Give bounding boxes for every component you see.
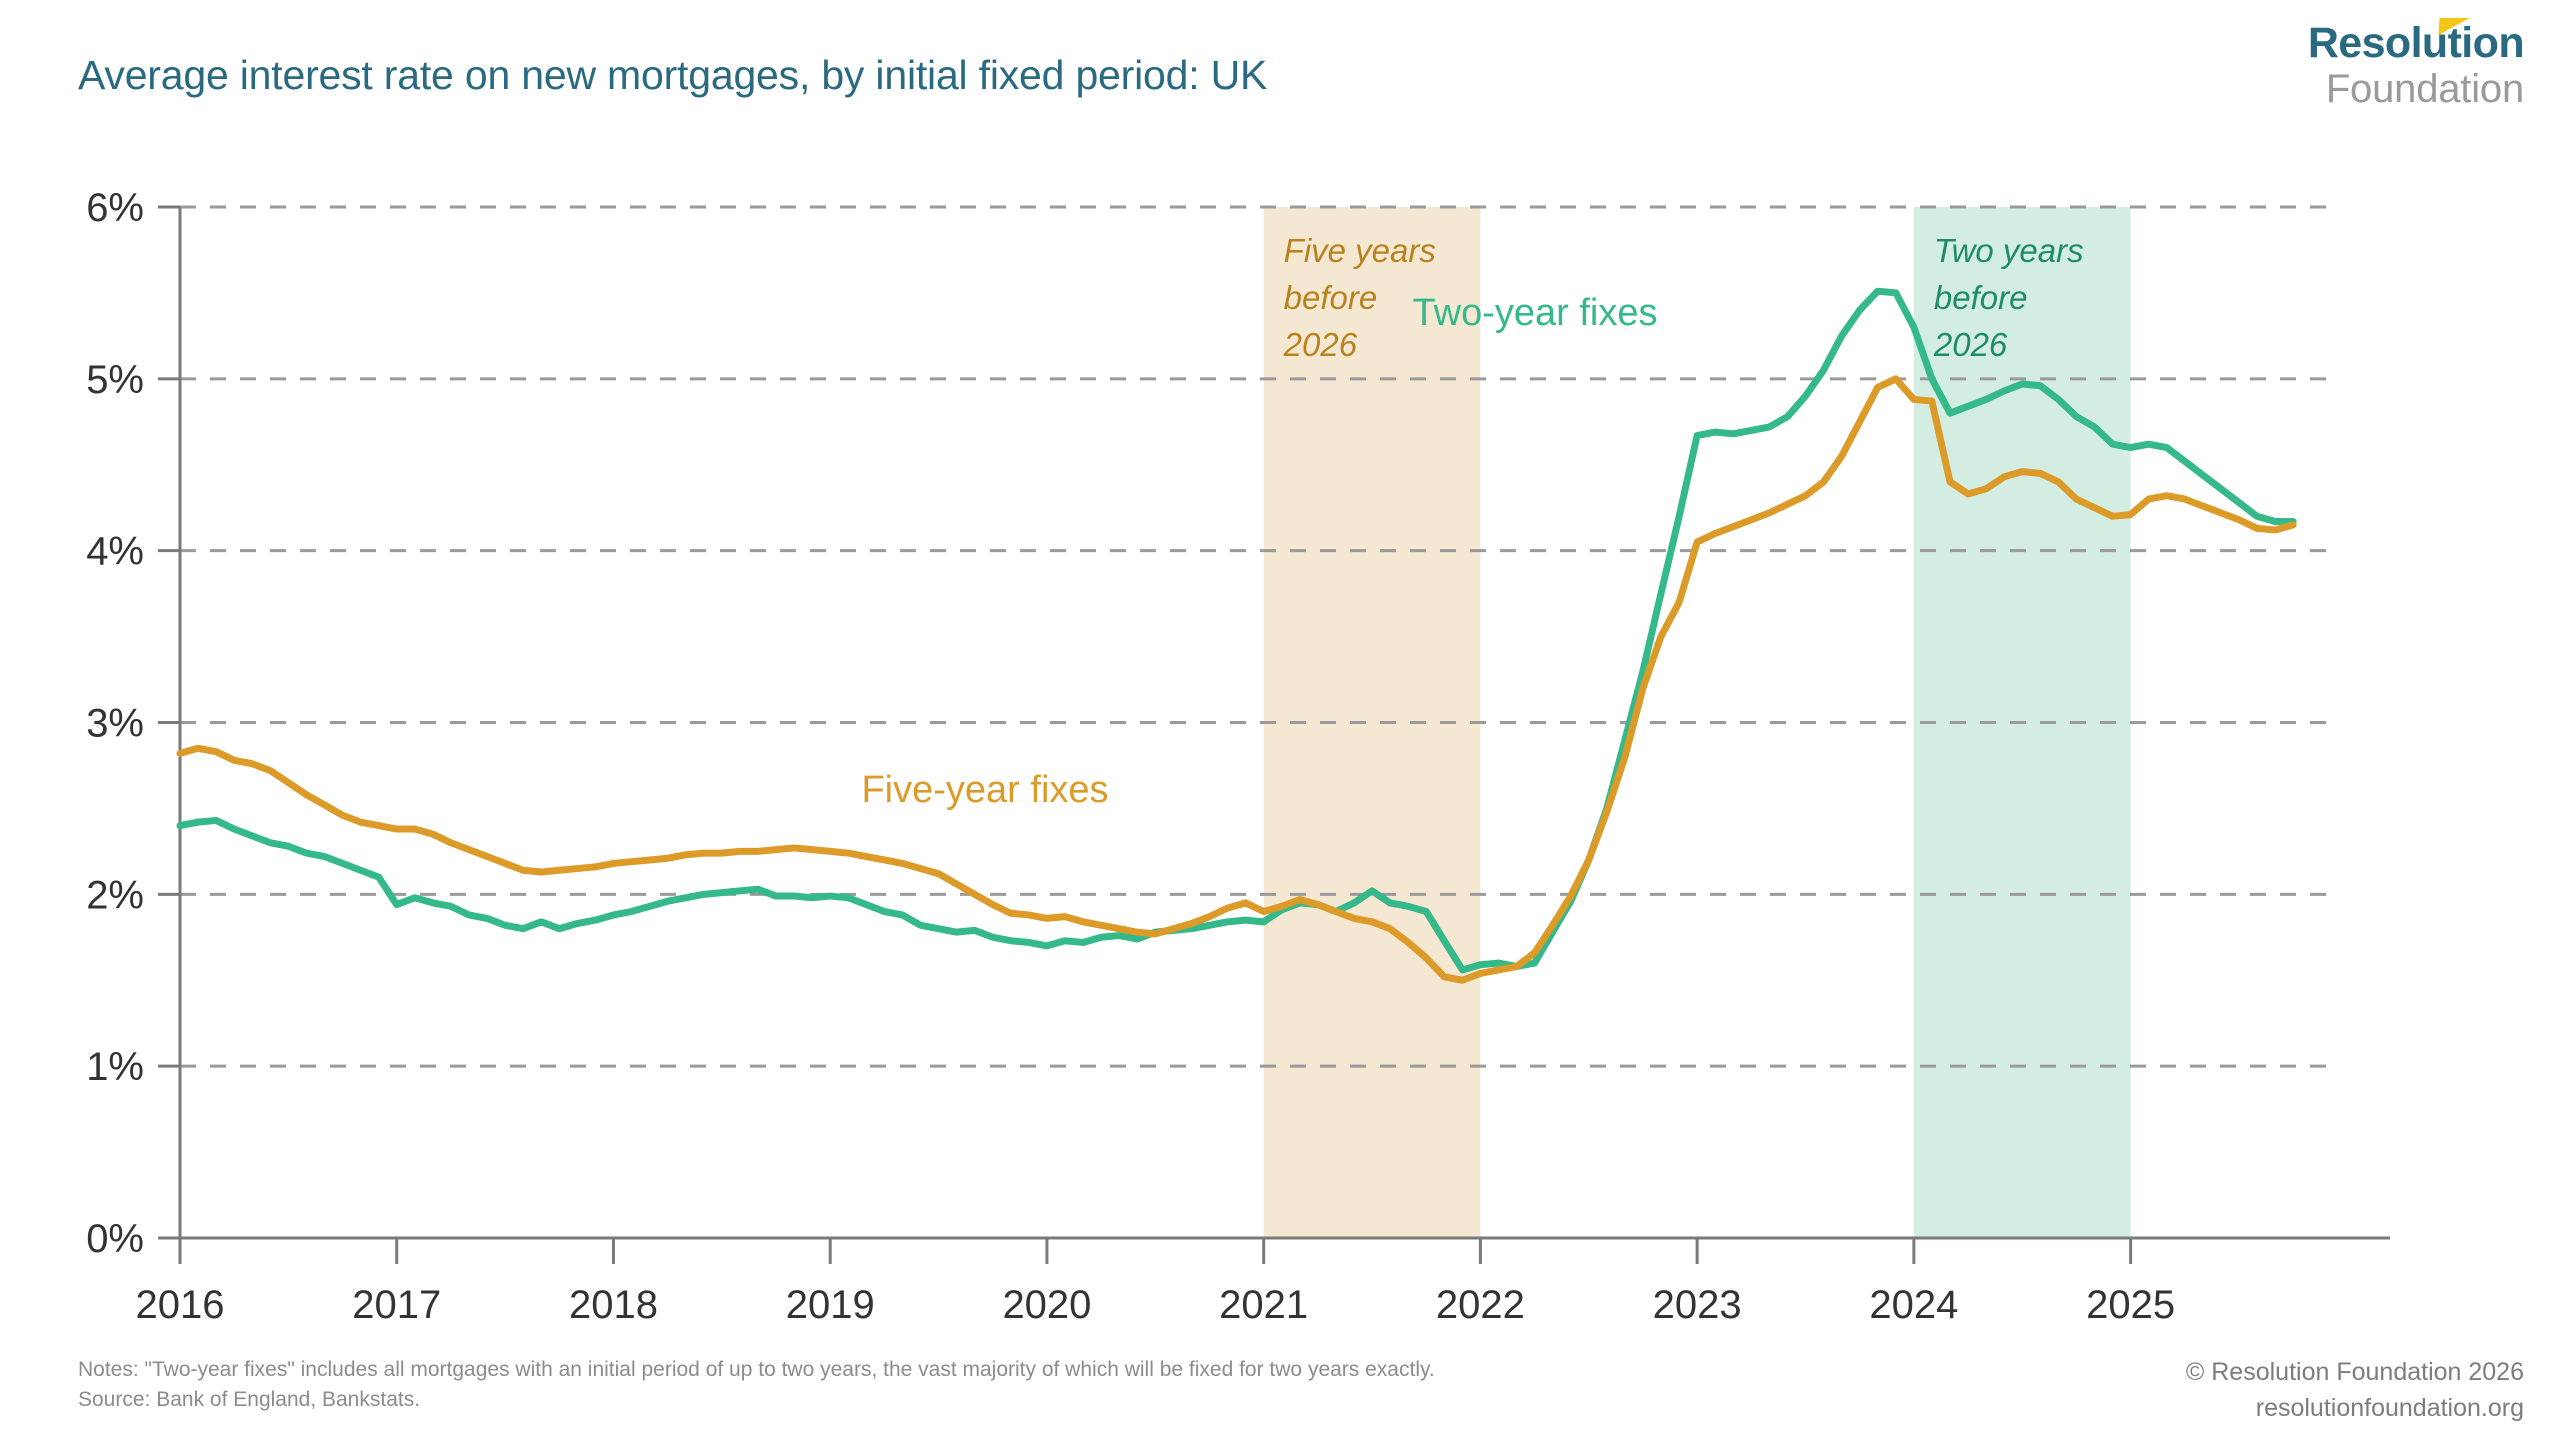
annotation-band-label: before	[1284, 279, 1378, 316]
series-line-five-year-fixes	[176, 375, 2297, 984]
annotation-band-label: Five years	[1284, 232, 1436, 269]
y-tick-label: 3%	[86, 702, 144, 746]
series-label-five-year-fixes: Five-year fixes	[861, 769, 1108, 811]
x-tick-label: 2019	[786, 1283, 875, 1327]
y-tick-label: 2%	[86, 873, 144, 917]
x-tick-label: 2016	[136, 1283, 225, 1327]
series-line-two-year-fixes	[176, 287, 2297, 974]
notes-line: Notes: "Two-year fixes" includes all mor…	[78, 1358, 1435, 1381]
website-line: resolutionfoundation.org	[2255, 1393, 2524, 1422]
x-tick-label: 2020	[1002, 1283, 1091, 1327]
resolution-foundation-logo: Resolution Foundation	[2307, 18, 2525, 111]
annotation-band-label: Two years	[1934, 232, 2084, 269]
annotation-band-label: before	[1934, 279, 2028, 316]
footer-credits: © Resolution Foundation 2026 resolutionf…	[2186, 1355, 2524, 1426]
y-tick-label: 1%	[86, 1045, 144, 1089]
x-tick-label: 2024	[1869, 1283, 1958, 1327]
x-tick-label: 2017	[352, 1283, 441, 1327]
copyright-line: © Resolution Foundation 2026	[2185, 1358, 2524, 1386]
x-tick-label: 2018	[569, 1283, 658, 1327]
logo-wordmark-top: Resolution	[2307, 18, 2525, 67]
annotation-band-label: 2026	[1933, 326, 2008, 363]
x-tick-label: 2025	[2086, 1283, 2175, 1327]
page-title: Average interest rate on new mortgages, …	[78, 52, 1268, 98]
logo-wordmark-bottom: Foundation	[2325, 67, 2524, 111]
y-tick-label: 0%	[86, 1217, 144, 1261]
y-tick-label: 6%	[86, 186, 144, 230]
x-tick-label: 2022	[1436, 1283, 1525, 1327]
series-label-two-year-fixes: Two-year fixes	[1413, 292, 1658, 334]
annotation-band-label: 2026	[1283, 326, 1358, 363]
source-line: Source: Bank of England, Bankstats.	[78, 1388, 421, 1412]
logo-top-text: Resolution	[2307, 19, 2525, 67]
y-tick-label: 5%	[86, 358, 144, 402]
y-tick-label: 4%	[86, 530, 144, 574]
x-tick-label: 2021	[1219, 1283, 1308, 1327]
footer-notes: Notes: "Two-year fixes" includes all mor…	[78, 1355, 1435, 1416]
x-tick-label: 2023	[1653, 1283, 1742, 1327]
